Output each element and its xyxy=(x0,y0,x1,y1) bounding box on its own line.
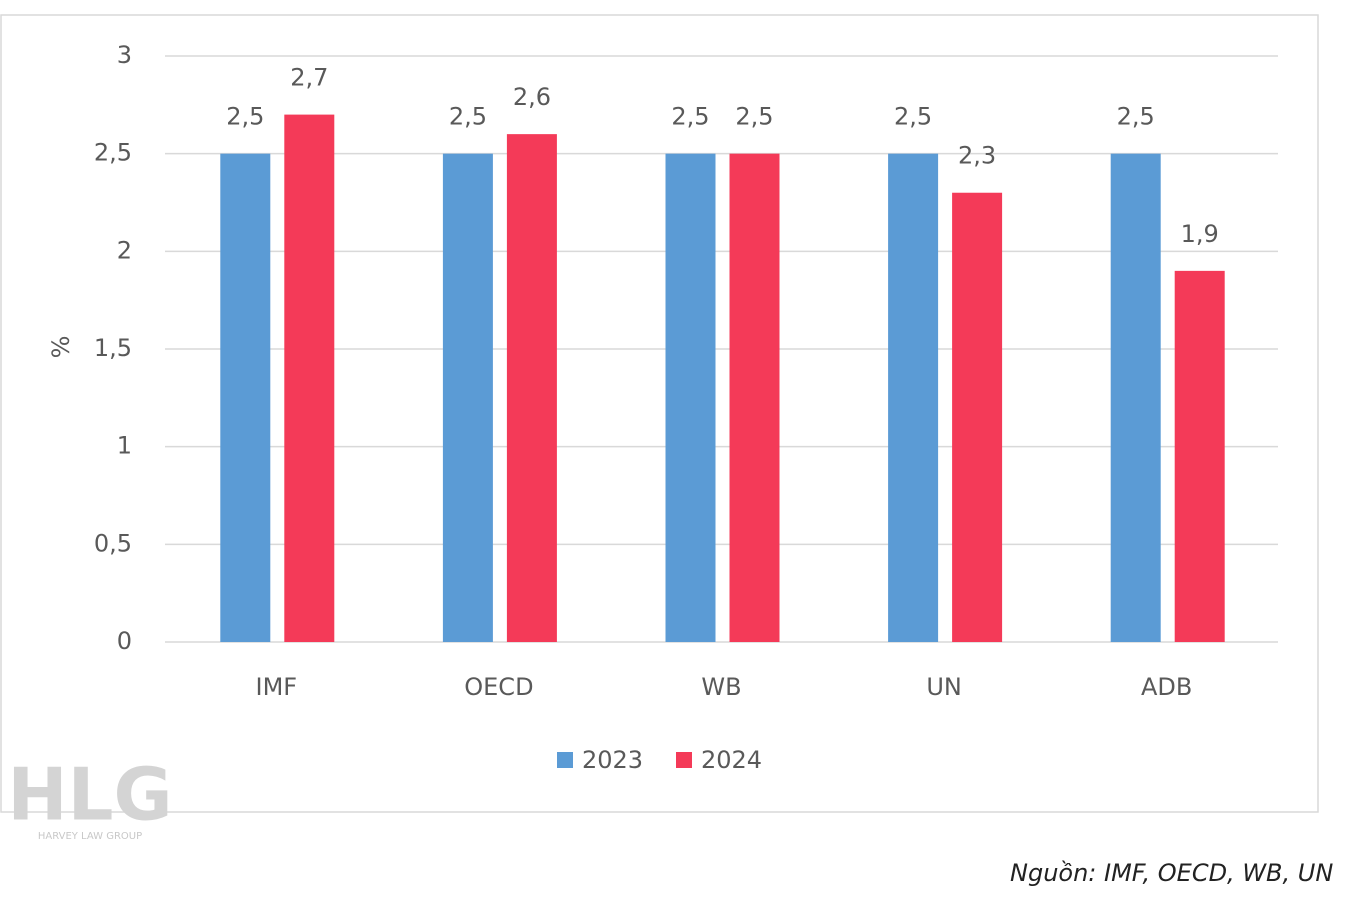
legend-swatch xyxy=(557,752,573,768)
logo-name: HARVEY LAW GROUP xyxy=(38,831,142,842)
y-tick-label: 0,5 xyxy=(94,529,132,557)
data-label: 2,5 xyxy=(1117,103,1155,131)
bar xyxy=(506,134,557,642)
legend-label: 2023 xyxy=(582,746,643,774)
logo-mark: HLG xyxy=(7,753,172,837)
bar xyxy=(888,153,939,642)
bar xyxy=(220,153,271,642)
bar xyxy=(442,153,493,642)
legend-label: 2024 xyxy=(701,746,762,774)
y-tick-label: 1 xyxy=(117,432,132,460)
y-axis-label: % xyxy=(47,336,75,359)
x-tick-label: UN xyxy=(926,673,962,701)
source-note: Nguồn: IMF, OECD, WB, UN xyxy=(1010,859,1333,887)
data-label: 2,5 xyxy=(671,103,709,131)
x-tick-label: IMF xyxy=(256,673,298,701)
bar xyxy=(952,192,1003,642)
data-label: 2,5 xyxy=(449,103,487,131)
y-tick-label: 2,5 xyxy=(94,139,132,167)
y-tick-label: 3 xyxy=(117,41,132,69)
bar xyxy=(1110,153,1161,642)
y-tick-label: 1,5 xyxy=(94,334,132,362)
bar xyxy=(665,153,716,642)
data-label: 1,9 xyxy=(1181,220,1219,248)
legend-swatch xyxy=(676,752,692,768)
bar xyxy=(284,114,335,643)
logo: HLG HARVEY LAW GROUP xyxy=(7,753,172,842)
x-tick-label: WB xyxy=(701,673,741,701)
data-label: 2,3 xyxy=(958,142,996,170)
x-tick-label: ADB xyxy=(1141,673,1192,701)
bar xyxy=(729,153,780,642)
x-tick-label: OECD xyxy=(464,673,533,701)
data-label: 2,6 xyxy=(513,83,551,111)
y-tick-label: 2 xyxy=(117,236,132,264)
data-label: 2,7 xyxy=(290,64,328,92)
data-label: 2,5 xyxy=(894,103,932,131)
data-label: 2,5 xyxy=(735,103,773,131)
y-tick-label: 0 xyxy=(117,627,132,655)
bar xyxy=(1174,270,1225,642)
data-label: 2,5 xyxy=(226,103,264,131)
